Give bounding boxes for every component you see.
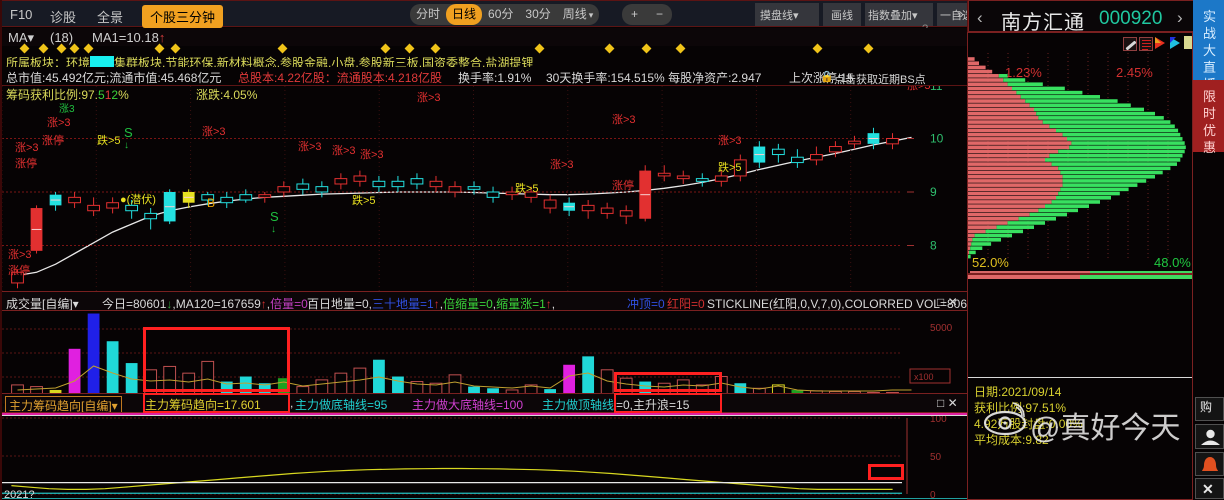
svg-text:↓: ↓ [124, 140, 129, 151]
svg-text:跌>5: 跌>5 [352, 193, 376, 207]
svg-text:涨停: 涨停 [8, 263, 30, 277]
svg-text:涨3: 涨3 [59, 103, 75, 115]
svg-text:涨停: 涨停 [42, 133, 64, 147]
svg-text:●(潜伏): ●(潜伏) [120, 192, 156, 206]
svg-text:涨>3: 涨>3 [612, 113, 636, 126]
svg-text:涨>3: 涨>3 [202, 125, 226, 138]
svg-text:涨>3: 涨>3 [550, 158, 574, 171]
svg-text:50: 50 [930, 452, 942, 463]
svg-text:0: 0 [930, 490, 936, 498]
svg-text:5000: 5000 [930, 323, 953, 334]
svg-text:涨停: 涨停 [612, 178, 634, 192]
svg-text:10: 10 [930, 132, 944, 146]
svg-text:涨>3: 涨>3 [15, 141, 39, 154]
svg-text:涨>3: 涨>3 [332, 144, 356, 157]
svg-text:S: S [270, 209, 279, 224]
svg-text:↓: ↓ [271, 224, 276, 235]
svg-text:跌>5: 跌>5 [515, 181, 539, 195]
svg-text:x100: x100 [914, 372, 934, 382]
svg-text:涨停: 涨停 [15, 156, 37, 170]
svg-text:9: 9 [930, 185, 937, 199]
svg-text:涨>3: 涨>3 [8, 248, 32, 261]
svg-text:涨>3: 涨>3 [718, 134, 742, 147]
svg-text:S: S [124, 125, 133, 140]
svg-text:跌>5: 跌>5 [718, 160, 742, 174]
svg-text:B: B [207, 196, 215, 210]
svg-text:涨>3: 涨>3 [360, 148, 384, 161]
svg-text:跌>5: 跌>5 [97, 133, 121, 147]
svg-text:11: 11 [930, 86, 943, 93]
svg-text:涨>3: 涨>3 [47, 116, 71, 129]
svg-text:100: 100 [930, 416, 947, 425]
svg-text:涨>3: 涨>3 [907, 86, 931, 92]
svg-text:涨>3: 涨>3 [298, 140, 322, 153]
svg-text:8: 8 [930, 239, 937, 253]
